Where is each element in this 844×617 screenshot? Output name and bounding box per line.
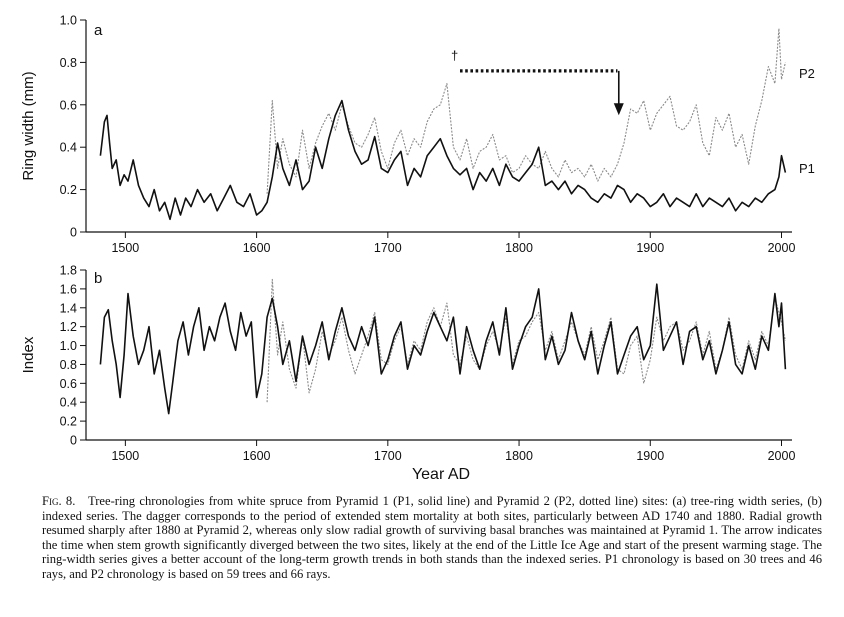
panel-b-y-tick-label: 1.2 bbox=[60, 320, 77, 334]
panel-b-y-tick-label: 0.6 bbox=[60, 377, 77, 391]
tree-ring-figure: 0 0.2 0.4 0.6 0.8 1.0 1500 1600 1700 1800 1900 200… bbox=[20, 14, 815, 484]
panel-b-x-tick-label: 1600 bbox=[243, 449, 271, 463]
panel-a-y-tick-label: 0.4 bbox=[60, 141, 77, 155]
panel-b-series-p2-line bbox=[266, 278, 786, 403]
figure-caption-text: Tree-ring chronologies from white spruce… bbox=[42, 494, 822, 581]
panel-b-y-tick-label: 1.0 bbox=[60, 339, 77, 353]
panel-a-series-p2-line bbox=[266, 27, 786, 194]
panel-a-y-tick-label: 0 bbox=[70, 226, 77, 240]
panel-a-x-tick-label: 1600 bbox=[243, 241, 271, 255]
panel-b-index: 0 0.2 0.4 0.6 0.8 1.0 1.2 1.4 1.6 1.8 1500 1600 170… bbox=[20, 264, 795, 484]
panel-a-y-tick-label: 0.6 bbox=[60, 98, 77, 112]
panel-a-x-tick-label: 1700 bbox=[374, 241, 402, 255]
panel-a-x-tick-label: 1800 bbox=[505, 241, 533, 255]
panel-a-series-p1-line bbox=[99, 99, 787, 221]
panel-a-y-tick-label: 0.8 bbox=[60, 56, 77, 70]
panel-b-label: b bbox=[94, 270, 102, 287]
panel-a-ring-width: 0 0.2 0.4 0.6 0.8 1.0 1500 1600 1700 1800 1900 200… bbox=[20, 14, 815, 256]
panel-b-y-axis-label: Index bbox=[20, 336, 37, 373]
figure-label: Fig. 8. bbox=[42, 494, 76, 508]
dagger-mark: † bbox=[451, 48, 458, 63]
panel-b-x-tick-label: 1800 bbox=[505, 449, 533, 463]
panel-a-y-axis-label: Ring width (mm) bbox=[20, 71, 37, 180]
panel-b-x-tick-label: 1900 bbox=[636, 449, 664, 463]
panel-b-y-tick-label: 1.4 bbox=[60, 301, 77, 315]
x-axis-title: Year AD bbox=[412, 466, 470, 483]
panel-a-label: a bbox=[94, 22, 103, 39]
panel-b-x-tick-label: 1500 bbox=[111, 449, 139, 463]
panel-b-x-tick-label: 2000 bbox=[768, 449, 796, 463]
panel-b-y-tick-label: 1.8 bbox=[60, 264, 77, 278]
panel-a-y-tick-label: 1.0 bbox=[60, 14, 77, 28]
divergence-arrow-head bbox=[613, 103, 624, 116]
panel-a-y-tick-label: 0.2 bbox=[60, 183, 77, 197]
panel-b-y-tick-label: 1.6 bbox=[60, 282, 77, 296]
series-label-p1: P1 bbox=[799, 161, 815, 176]
series-label-p2: P2 bbox=[799, 66, 815, 81]
panel-b-series-p1-line bbox=[99, 283, 787, 415]
panel-a-x-tick-label: 2000 bbox=[768, 241, 796, 255]
panel-b-y-tick-label: 0.8 bbox=[60, 358, 77, 372]
panel-b-y-tick-label: 0.4 bbox=[60, 396, 77, 410]
panel-b-y-tick-label: 0 bbox=[70, 434, 77, 448]
panel-b-y-tick-label: 0.2 bbox=[60, 415, 77, 429]
panel-a-x-tick-label: 1900 bbox=[636, 241, 664, 255]
panel-b-x-tick-label: 1700 bbox=[374, 449, 402, 463]
figure-caption: Fig. 8. Tree-ring chronologies from whit… bbox=[42, 494, 822, 582]
panel-a-x-tick-label: 1500 bbox=[111, 241, 139, 255]
